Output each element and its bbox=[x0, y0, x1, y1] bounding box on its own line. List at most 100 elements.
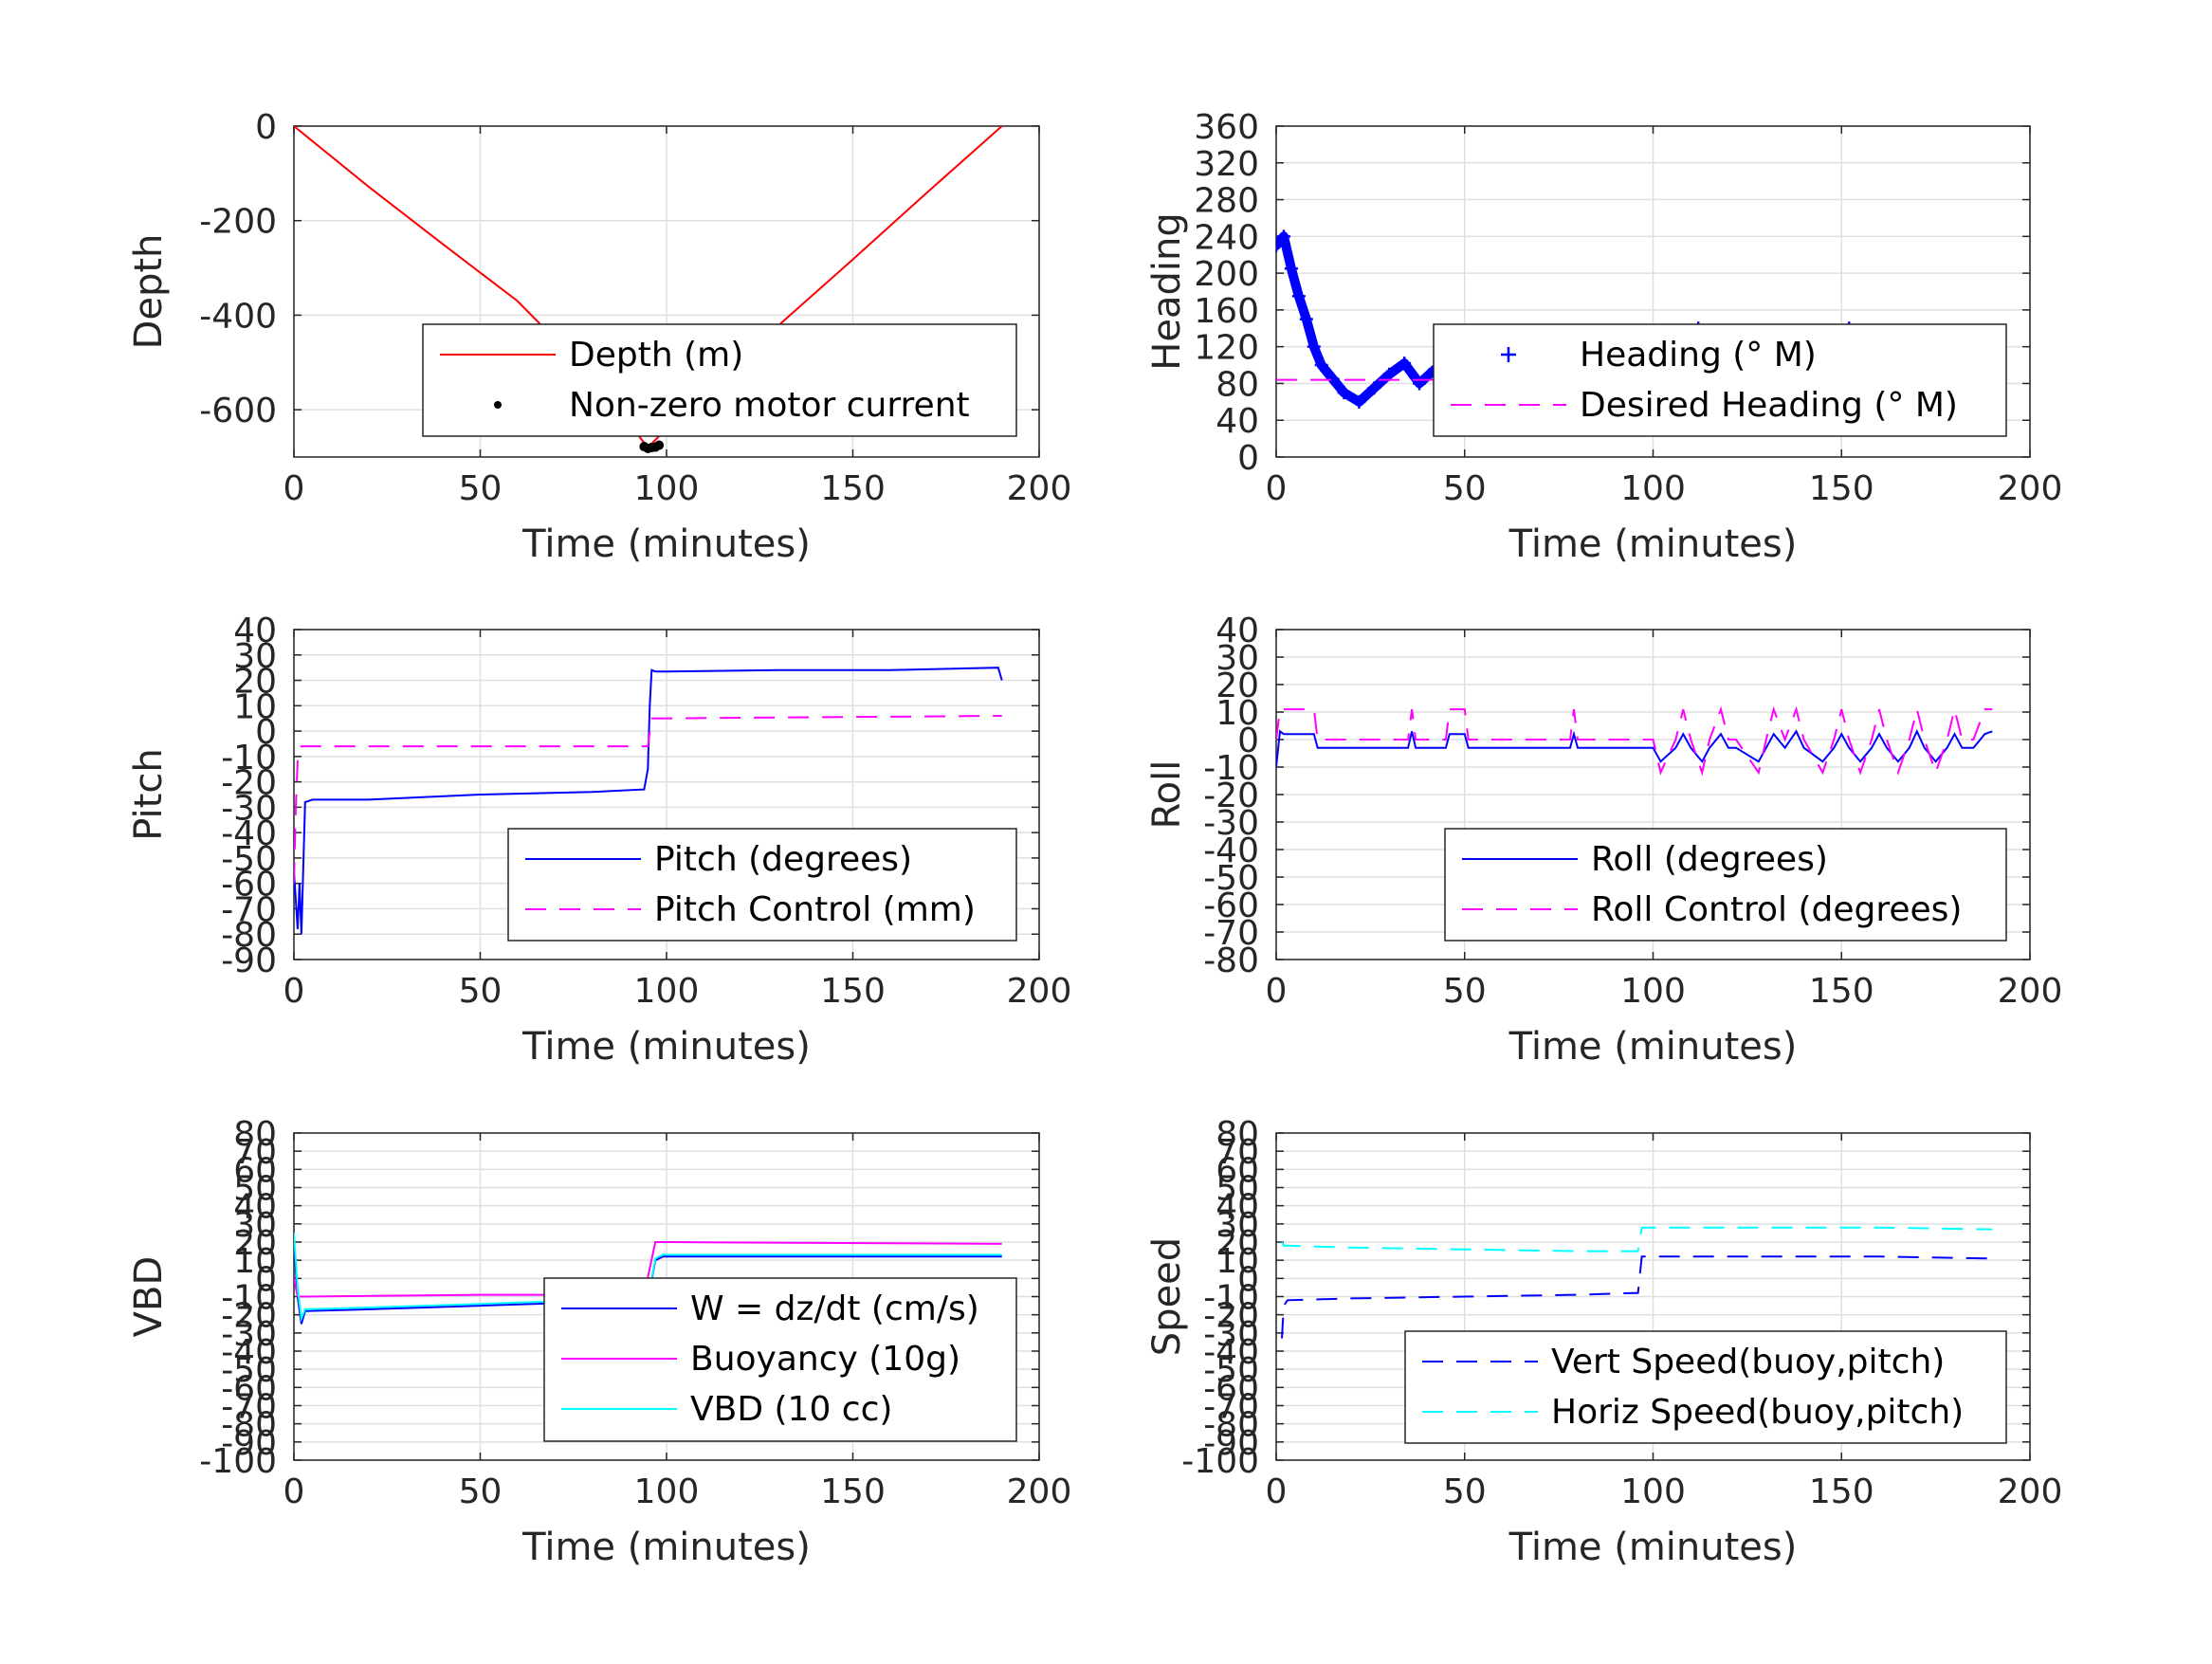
vbd-ytick-label: -70 bbox=[221, 1388, 277, 1427]
depth-xtick-label: 0 bbox=[283, 469, 305, 508]
speed-xtick-label: 100 bbox=[1620, 1472, 1686, 1511]
speed-ytick-label: 40 bbox=[1216, 1188, 1259, 1227]
roll-xtick-label: 0 bbox=[1266, 972, 1288, 1011]
roll-xtick-label: 200 bbox=[1998, 972, 2063, 1011]
vbd-ytick-label: 70 bbox=[233, 1133, 277, 1172]
speed-ytick-label: 20 bbox=[1216, 1224, 1259, 1263]
speed-ytick-label: -40 bbox=[1203, 1333, 1259, 1372]
heading-xtick-label: 50 bbox=[1443, 469, 1487, 508]
heading-ytick-label: 120 bbox=[1194, 329, 1259, 368]
vbd-ytick-label: -50 bbox=[221, 1351, 277, 1390]
vbd-ytick-label: 20 bbox=[233, 1224, 277, 1263]
speed-ytick-label: 60 bbox=[1216, 1151, 1259, 1190]
speed-ytick-label: -100 bbox=[1181, 1442, 1259, 1481]
speed-plot-area bbox=[1281, 1226, 1993, 1339]
pitch-ytick-label: -10 bbox=[221, 739, 277, 777]
depth-xlabel: Time (minutes) bbox=[521, 522, 811, 566]
speed-series-0-line bbox=[1281, 1255, 1993, 1339]
heading-ytick-label: 200 bbox=[1194, 255, 1259, 294]
speed-ytick-label: 10 bbox=[1216, 1242, 1259, 1281]
heading-panel: 0 50 100 150 20004080120160200240280320360Ti… bbox=[1145, 108, 2062, 566]
roll-ytick-label: -60 bbox=[1203, 887, 1259, 925]
pitch-ytick-label: 40 bbox=[233, 612, 277, 650]
vbd-ytick-label: 50 bbox=[233, 1170, 277, 1209]
heading-ytick-label: 280 bbox=[1194, 182, 1259, 221]
pitch-xtick-label: 200 bbox=[1007, 972, 1072, 1011]
heading-ytick-label: 160 bbox=[1194, 292, 1259, 331]
speed-legend-label: Horiz Speed(buoy,pitch) bbox=[1551, 1393, 1964, 1432]
speed-ytick-label: -10 bbox=[1203, 1279, 1259, 1318]
pitch-xtick-label: 100 bbox=[634, 972, 700, 1011]
vbd-ytick-label: 30 bbox=[233, 1206, 277, 1245]
roll-plot-area bbox=[1276, 705, 1993, 777]
vbd-xtick-label: 0 bbox=[283, 1472, 305, 1511]
vbd-xtick-label: 150 bbox=[820, 1472, 886, 1511]
vbd-ytick-label: -80 bbox=[221, 1406, 277, 1445]
heading-series-0-marker bbox=[1307, 339, 1321, 354]
pitch-ytick-label: -80 bbox=[221, 916, 277, 955]
speed-ytick-label: 30 bbox=[1216, 1206, 1259, 1245]
heading-series-0-marker bbox=[1382, 367, 1397, 381]
heading-series-0-marker bbox=[1398, 357, 1412, 371]
pitch-ytick-label: -50 bbox=[221, 840, 277, 879]
speed-ytick-label: -20 bbox=[1203, 1297, 1259, 1336]
heading-legend: Heading (° M) Desired Heading (° M) bbox=[1433, 323, 2007, 437]
vbd-xtick-label: 50 bbox=[459, 1472, 503, 1511]
vbd-ytick-label: -40 bbox=[221, 1333, 277, 1372]
pitch-xlabel: Time (minutes) bbox=[521, 1025, 811, 1069]
speed-legend-box bbox=[1404, 1330, 2007, 1444]
roll-ytick-label: -30 bbox=[1203, 804, 1259, 843]
roll-legend: Roll (degrees) Roll Control (degrees) bbox=[1444, 828, 2007, 942]
roll-xtick-label: 50 bbox=[1443, 972, 1487, 1011]
heading-ytick-label: 0 bbox=[1237, 439, 1259, 478]
roll-xtick-label: 100 bbox=[1620, 972, 1686, 1011]
roll-legend-box bbox=[1444, 828, 2007, 942]
speed-xlabel: Time (minutes) bbox=[1508, 1526, 1798, 1569]
depth-legend: Depth (m) Non-zero motor current bbox=[422, 323, 1017, 437]
speed-panel: 0 50 100 150 200-100-90-80-70-60-50-40-30-20… bbox=[1145, 1115, 2062, 1569]
vbd-legend-label: Buoyancy (10g) bbox=[690, 1340, 960, 1379]
vbd-legend-label: W = dz/dt (cm/s) bbox=[690, 1289, 979, 1328]
heading-series-0-marker bbox=[1352, 394, 1366, 409]
roll-ytick-label: 10 bbox=[1216, 694, 1259, 733]
heading-ylabel: Heading bbox=[1145, 212, 1189, 370]
vbd-ytick-label: 10 bbox=[233, 1242, 277, 1281]
vbd-panel: 0 50 100 150 200-100-90-80-70-60-50-40-30-20… bbox=[127, 1115, 1071, 1569]
pitch-ylabel: Pitch bbox=[127, 748, 171, 840]
heading-xtick-label: 150 bbox=[1809, 469, 1874, 508]
vbd-ytick-label: -10 bbox=[221, 1279, 277, 1318]
pitch-plot-area bbox=[294, 667, 1003, 935]
vbd-ytick-label: -30 bbox=[221, 1315, 277, 1354]
pitch-ytick-label: 0 bbox=[255, 713, 277, 752]
speed-xtick-label: 0 bbox=[1266, 1472, 1288, 1511]
depth-legend-label: Depth (m) bbox=[569, 336, 743, 375]
heading-series-0-marker bbox=[1337, 386, 1351, 400]
heading-legend-box bbox=[1433, 323, 2007, 437]
vbd-ylabel: VBD bbox=[127, 1256, 171, 1338]
speed-xtick-label: 50 bbox=[1443, 1472, 1487, 1511]
heading-xtick-label: 100 bbox=[1620, 469, 1686, 508]
pitch-legend-label: Pitch (degrees) bbox=[654, 840, 912, 879]
depth-ylabel: Depth bbox=[127, 234, 171, 350]
vbd-xlabel: Time (minutes) bbox=[521, 1526, 811, 1569]
speed-ytick-label: -80 bbox=[1203, 1406, 1259, 1445]
speed-xtick-label: 150 bbox=[1809, 1472, 1874, 1511]
pitch-ytick-label: -20 bbox=[221, 764, 277, 803]
roll-legend-label: Roll (degrees) bbox=[1591, 840, 1828, 879]
depth-ytick-label: -200 bbox=[199, 203, 277, 242]
roll-ytick-label: -50 bbox=[1203, 859, 1259, 898]
heading-xtick-label: 200 bbox=[1998, 469, 2063, 508]
speed-ytick-label: 0 bbox=[1237, 1260, 1259, 1299]
pitch-legend-box bbox=[507, 828, 1017, 942]
roll-ytick-label: -70 bbox=[1203, 914, 1259, 953]
roll-series-0-line bbox=[1276, 728, 1993, 768]
speed-series-1-line bbox=[1281, 1226, 1993, 1253]
depth-series-1-point bbox=[654, 440, 665, 450]
roll-legend-label: Roll Control (degrees) bbox=[1591, 890, 1962, 929]
depth-legend-box bbox=[422, 323, 1017, 437]
heading-legend-label: Heading (° M) bbox=[1580, 336, 1817, 375]
depth-ytick-label: -400 bbox=[199, 297, 277, 336]
speed-legend-label: Vert Speed(buoy,pitch) bbox=[1551, 1343, 1945, 1381]
